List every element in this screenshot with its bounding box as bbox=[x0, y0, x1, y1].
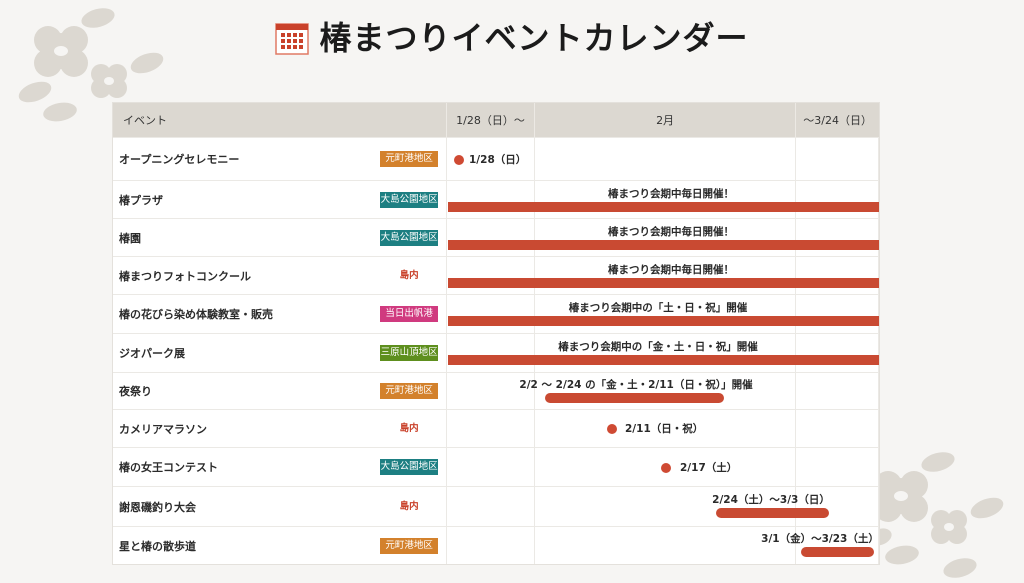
schedule-label: 椿まつり会期中の「土・日・祝」開催 bbox=[568, 302, 748, 314]
table-row: 椿まつりフォトコンクール 島内 椿まつり会期中毎日開催！ bbox=[113, 256, 879, 294]
area-badge: 三原山頂地区 bbox=[380, 345, 439, 361]
schedule-label: 2/17（土） bbox=[680, 462, 738, 474]
table-row: カメリアマラソン 島内 2/11（日・祝） bbox=[113, 409, 879, 447]
schedule-bar bbox=[448, 240, 879, 250]
camellia-decoration-bottom-right bbox=[860, 440, 1024, 583]
schedule-bar bbox=[801, 547, 874, 557]
area-badge: 大島公園地区 bbox=[380, 229, 439, 246]
event-name: 夜祭り bbox=[119, 385, 152, 398]
event-name: ジオパーク展 bbox=[119, 347, 185, 360]
area-badge: 当日出帆港 bbox=[380, 306, 439, 322]
schedule-bar bbox=[545, 393, 724, 403]
table-row: 夜祭り 元町港地区 2/2 〜 2/24 の「金・土・2/11（日・祝）」開催 bbox=[113, 372, 879, 409]
schedule-label: 椿まつり会期中の「金・土・日・祝」開催 bbox=[558, 341, 758, 353]
table-header: イベント 1/28（日）〜 2月 〜3/24（日） bbox=[113, 103, 879, 137]
event-dot-marker bbox=[454, 155, 464, 165]
schedule-label: 椿まつり会期中毎日開催！ bbox=[608, 188, 734, 200]
event-name: 星と椿の散歩道 bbox=[119, 539, 196, 553]
event-name: 椿の花びら染め体験教室・販売 bbox=[119, 308, 273, 321]
schedule-bar bbox=[448, 278, 879, 288]
table-row: 椿の花びら染め体験教室・販売 当日出帆港 椿まつり会期中の「土・日・祝」開催 bbox=[113, 294, 879, 333]
table-row: オープニングセレモニー 元町港地区 1/28（日） bbox=[113, 137, 879, 180]
event-name: 椿プラザ bbox=[119, 193, 163, 207]
event-name: カメリアマラソン bbox=[119, 422, 207, 436]
area-badge: 大島公園地区 bbox=[380, 459, 439, 475]
event-name: 椿の女王コンテスト bbox=[119, 461, 218, 474]
schedule-bar bbox=[448, 202, 879, 212]
event-name: 謝恩磯釣り大会 bbox=[119, 500, 196, 514]
schedule-label: 3/1（金）〜3/23（土） bbox=[761, 533, 879, 545]
schedule-bar bbox=[448, 355, 879, 365]
event-name: オープニングセレモニー bbox=[119, 153, 240, 166]
header-february: 2月 bbox=[535, 103, 797, 137]
area-badge: 元町港地区 bbox=[380, 383, 439, 399]
event-dot-marker bbox=[661, 463, 671, 473]
table-row: ジオパーク展 三原山頂地区 椿まつり会期中の「金・土・日・祝」開催 bbox=[113, 333, 879, 372]
camellia-decoration-top-left bbox=[0, 0, 200, 130]
page-header: 椿まつりイベントカレンダー bbox=[0, 16, 1024, 60]
schedule-label: 1/28（日） bbox=[469, 154, 527, 166]
table-row: 謝恩磯釣り大会 島内 2/24（土）〜3/3（日） bbox=[113, 486, 879, 526]
schedule-bar bbox=[448, 316, 879, 326]
schedule-bar bbox=[716, 508, 829, 518]
event-name: 椿まつりフォトコンクール bbox=[119, 269, 251, 283]
area-badge: 島内 bbox=[399, 269, 419, 281]
area-badge: 元町港地区 bbox=[380, 537, 439, 554]
schedule-label: 椿まつり会期中毎日開催！ bbox=[608, 226, 734, 238]
header-event: イベント bbox=[113, 103, 448, 137]
schedule-label: 2/11（日・祝） bbox=[625, 423, 704, 435]
table-row: 椿の女王コンテスト 大島公園地区 2/17（土） bbox=[113, 447, 879, 486]
area-badge: 島内 bbox=[399, 500, 419, 512]
area-badge: 大島公園地区 bbox=[380, 191, 439, 208]
area-badge: 島内 bbox=[399, 422, 419, 434]
event-calendar-table: イベント 1/28（日）〜 2月 〜3/24（日） オープニングセレモニー元町港… bbox=[112, 102, 880, 565]
schedule-label: 椿まつり会期中毎日開催！ bbox=[608, 264, 734, 276]
schedule-label: 2/2 〜 2/24 の「金・土・2/11（日・祝）」開催 bbox=[519, 379, 753, 391]
header-end-period: 〜3/24（日） bbox=[803, 114, 872, 127]
schedule-label: 2/24（土）〜3/3（日） bbox=[712, 494, 830, 506]
event-name: 椿園 bbox=[119, 231, 141, 245]
calendar-icon bbox=[275, 21, 310, 55]
header-start-period: 1/28（日）〜 bbox=[447, 103, 535, 137]
table-row: 椿プラザ 大島公園地区 椿まつり会期中毎日開催！ bbox=[113, 180, 879, 218]
table-row: 椿園 大島公園地区 椿まつり会期中毎日開催！ bbox=[113, 218, 879, 256]
event-dot-marker bbox=[607, 424, 617, 434]
page-title: 椿まつりイベントカレンダー bbox=[319, 19, 749, 57]
table-row: 星と椿の散歩道 元町港地区 3/1（金）〜3/23（土） bbox=[113, 526, 879, 564]
area-badge: 元町港地区 bbox=[380, 151, 439, 167]
